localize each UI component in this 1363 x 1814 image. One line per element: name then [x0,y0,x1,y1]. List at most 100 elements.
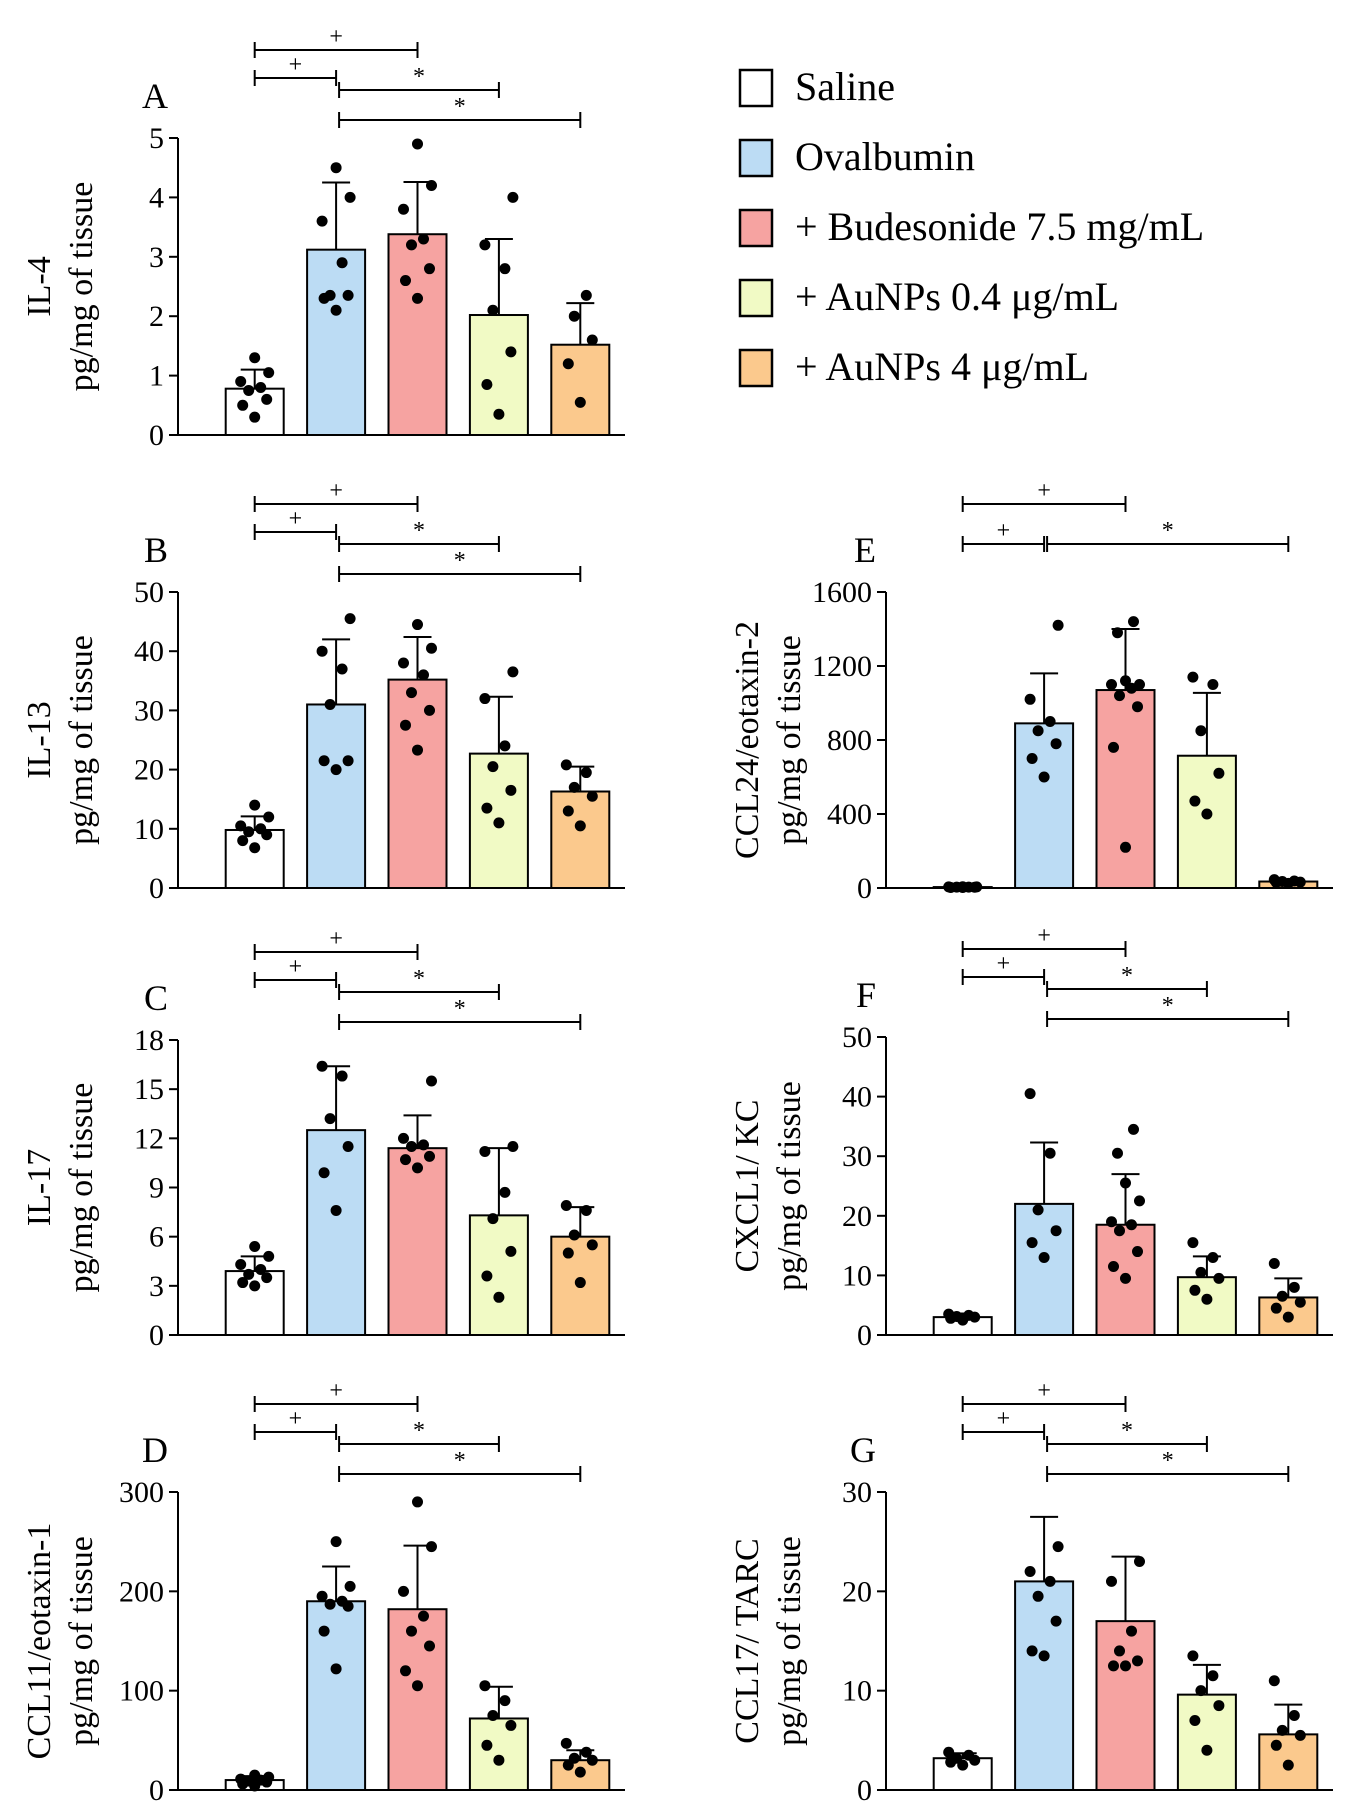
significance-label: * [413,1418,425,1444]
y-tick-label: 0 [857,872,872,905]
data-point [235,376,247,388]
data-point [586,334,598,346]
data-point [1276,1724,1288,1736]
data-point [1038,771,1050,783]
data-point [487,1213,499,1225]
significance-label: * [454,548,466,574]
data-point [943,1308,955,1320]
data-point [479,1680,491,1692]
bar [1014,722,1075,889]
data-point [1282,1311,1294,1323]
data-point [1038,1252,1050,1264]
data-point [1288,1710,1300,1721]
y-tick-label: 0 [149,419,164,452]
y-tick-label: 4 [149,181,164,214]
significance-label: + [329,926,343,952]
data-point [1032,1590,1044,1602]
data-point [1026,1237,1038,1249]
data-point [957,881,969,893]
data-point [424,1150,435,1162]
data-point [499,740,511,752]
y-axis-label: IL-4 [21,256,58,316]
data-point [499,1695,511,1707]
panel-letter: E [854,530,876,570]
data-point [568,1229,580,1241]
significance-label: + [289,506,303,532]
data-point [1128,1123,1139,1135]
data-point [1268,874,1280,886]
data-point [507,191,519,203]
y-tick-label: 18 [134,1024,164,1057]
data-point [574,1277,586,1289]
y-axis-label: CCL17/ TARC [729,1538,766,1743]
bar [1095,689,1156,889]
bar [1095,1620,1156,1791]
data-point [963,1749,975,1761]
data-point [336,257,348,269]
y-tick-label: 40 [134,635,164,668]
data-point [493,408,505,420]
significance-label: + [1037,923,1051,949]
y-axis-unit-label: pg/mg of tissue [771,1081,808,1291]
data-point [1120,675,1131,687]
y-tick-label: 3 [149,1270,164,1303]
data-point [412,619,423,631]
y-axis-unit-label: pg/mg of tissue [63,182,100,392]
data-point [1128,616,1139,628]
data-point [418,669,429,681]
data-point [398,203,409,215]
data-point [255,381,267,393]
data-point [263,811,275,823]
data-point [1108,1660,1119,1672]
data-point [1052,619,1064,631]
bar [550,790,611,890]
data-point [318,1167,330,1179]
data-point [263,1250,275,1262]
y-tick-label: 400 [827,798,872,831]
data-point [1052,1541,1064,1553]
data-point [342,755,354,767]
data-point [412,138,423,150]
y-tick-label: 0 [149,1319,164,1352]
data-point [1213,1700,1225,1712]
panel-d: 0 100 200 300 CCL11/eotaxin-1 pg/mg of tissue… [21,1378,625,1807]
data-point [426,180,437,192]
data-point [487,761,499,773]
data-point [1120,1177,1131,1189]
data-point [1108,741,1119,753]
data-point [263,367,275,379]
legend-swatch [738,208,774,248]
data-point [479,693,491,705]
y-tick-label: 30 [842,1140,872,1173]
significance-label: * [1162,993,1174,1019]
bar [1176,1693,1237,1792]
y-tick-label: 6 [149,1221,164,1254]
significance-label: + [289,1406,303,1432]
data-point [943,881,955,893]
data-point [1114,1645,1125,1657]
data-point [424,704,435,716]
data-point [235,1259,247,1271]
y-axis-label: IL-17 [21,1149,58,1226]
significance-label: + [329,478,343,504]
data-point [426,1075,437,1087]
data-point [568,781,580,793]
data-point [330,1663,342,1675]
panel-e: 0 400 800 1200 1600 CCL24/eotaxin-2 pg/mg of t… [729,478,1333,905]
data-point [1207,679,1219,690]
data-point [400,275,411,287]
data-point [1120,1272,1131,1284]
data-point [406,1141,417,1153]
y-axis-label: CXCL1/ KC [729,1100,766,1273]
y-tick-label: 1600 [812,576,872,609]
significance-label: + [997,951,1011,977]
panel-letter: F [856,975,876,1015]
data-point [1120,1660,1131,1672]
data-point [1195,1266,1207,1278]
data-point [560,759,572,771]
significance-label: * [1121,963,1133,989]
y-tick-label: 30 [842,1476,872,1509]
data-point [1024,1565,1036,1577]
bar [306,1600,367,1792]
significance-label: + [289,954,303,980]
